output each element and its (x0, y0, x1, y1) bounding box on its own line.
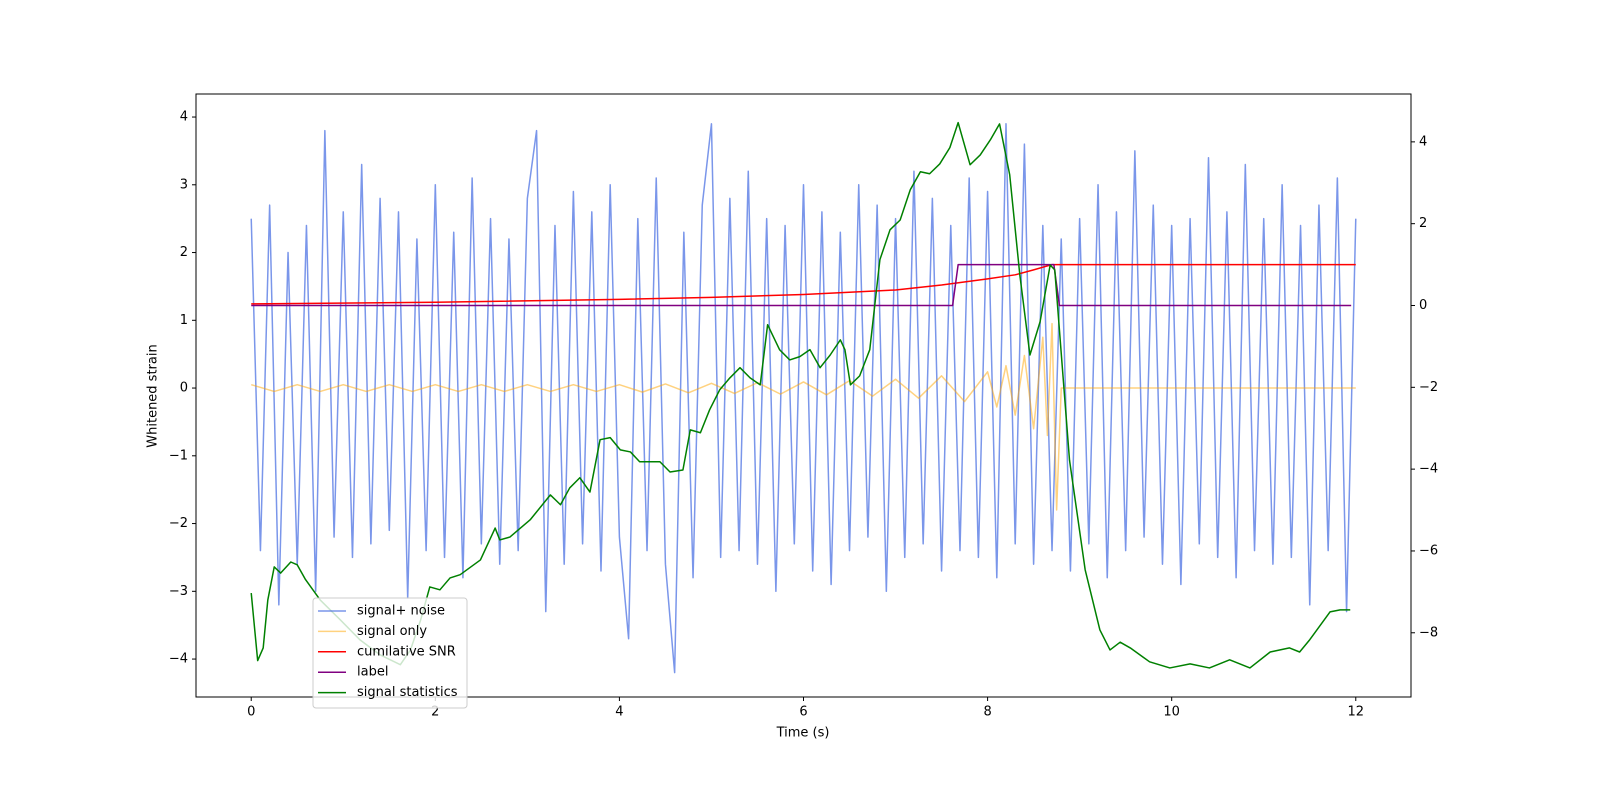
y-axis-label: Whitened strain (146, 344, 161, 447)
legend-box (312, 597, 468, 709)
y-tick-label: −4 (169, 652, 188, 667)
series-line (251, 322, 1356, 511)
y-tick-label: 3 (180, 177, 188, 192)
legend-label: signal only (357, 624, 427, 639)
y2-tick-label: 2 (1419, 216, 1427, 231)
legend-label: signal statistics (357, 685, 458, 700)
x-tick-label: 4 (615, 705, 623, 720)
y-tick-label: 2 (180, 245, 188, 260)
x-tick-label: 8 (983, 705, 991, 720)
y2-tick-label: 0 (1419, 298, 1427, 313)
y-tick-label: 1 (180, 313, 188, 328)
x-axis-label: Time (s) (776, 726, 830, 741)
legend-label: label (357, 665, 388, 680)
y2-tick-label: −4 (1419, 462, 1438, 477)
x-tick-label: 10 (1163, 705, 1180, 720)
y-tick-label: 0 (180, 381, 188, 396)
y2-tick-label: 4 (1419, 134, 1427, 149)
y-tick-label: 4 (180, 110, 188, 125)
x-tick-label: 6 (799, 705, 807, 720)
x-tick-label: 12 (1347, 705, 1364, 720)
legend-label: signal+ noise (357, 604, 445, 619)
y2-tick-label: −8 (1419, 625, 1438, 640)
series-line (250, 123, 1357, 674)
y-tick-label: −3 (169, 584, 188, 599)
series-line (250, 121, 1351, 669)
y-tick-label: −1 (169, 448, 188, 463)
y-tick-label: −2 (169, 516, 188, 531)
y2-tick-label: −2 (1419, 380, 1438, 395)
series-line (251, 263, 1356, 305)
series-line (251, 263, 1352, 307)
x-tick-label: 0 (247, 705, 255, 720)
x-tick-label: 2 (431, 705, 439, 720)
y2-tick-label: −6 (1419, 543, 1438, 558)
legend-label: cumilative SNR (357, 644, 456, 659)
